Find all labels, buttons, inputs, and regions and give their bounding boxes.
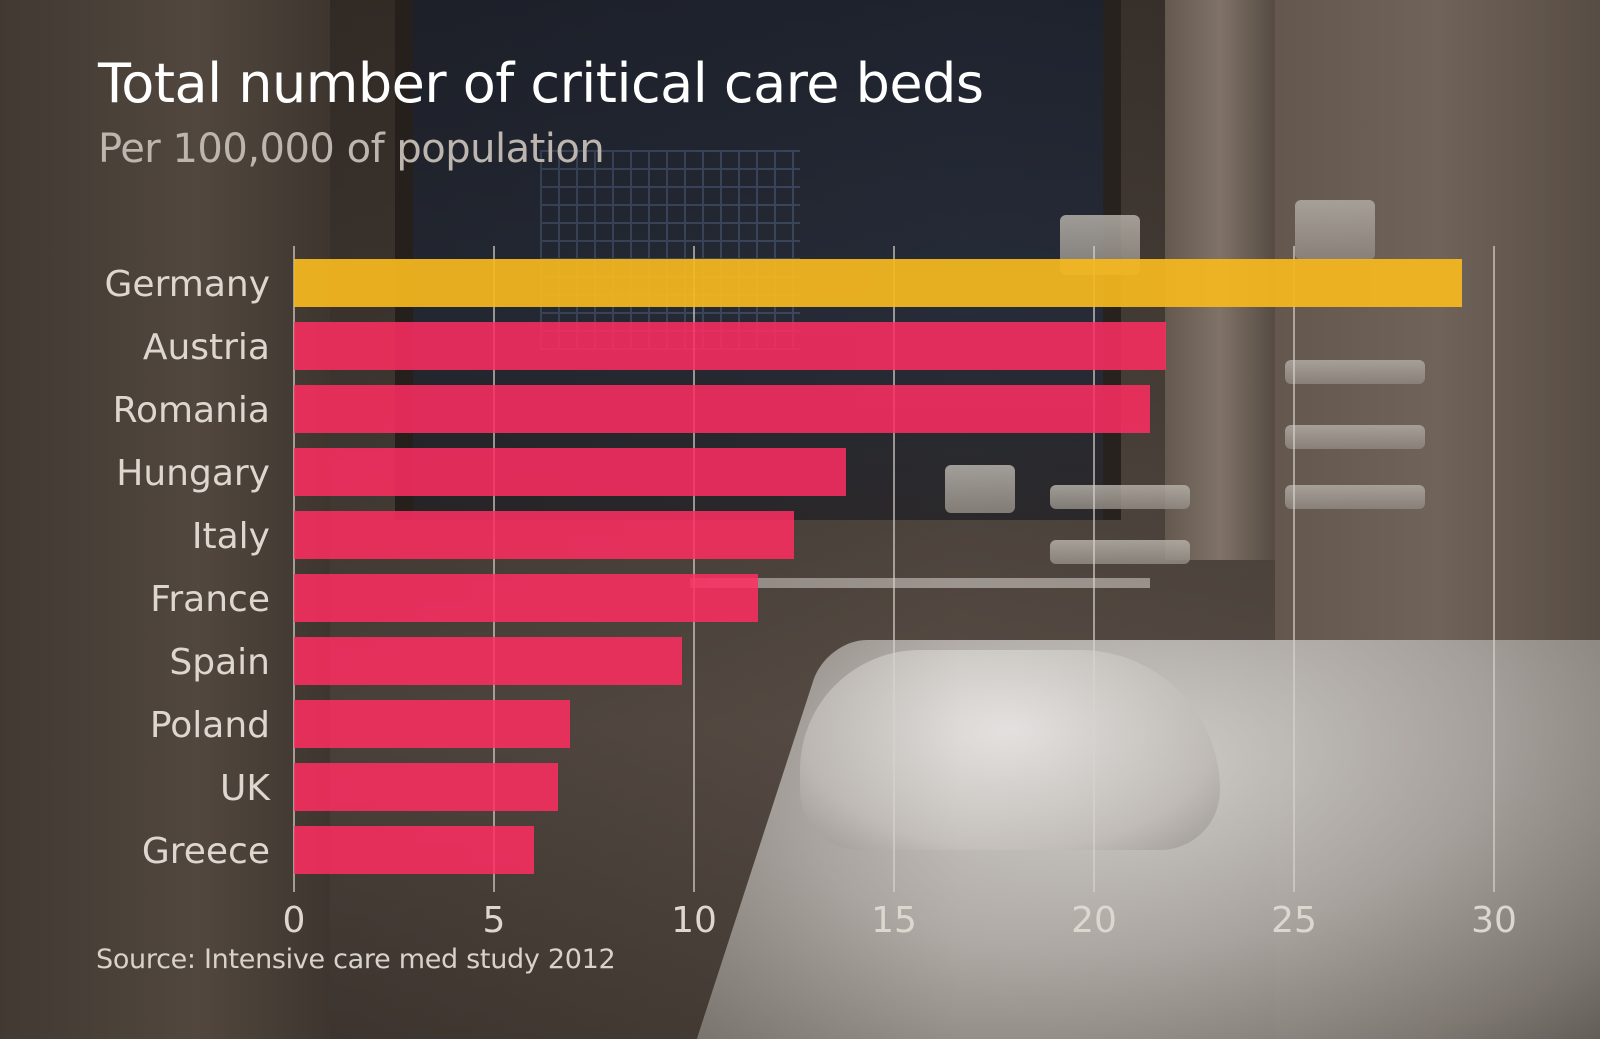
category-label-hungary: Hungary	[116, 453, 270, 494]
category-label-germany: Germany	[105, 264, 270, 305]
category-label-greece: Greece	[142, 831, 270, 872]
x-tick-label: 25	[1271, 900, 1317, 941]
bar-romania	[294, 385, 1150, 433]
bar-poland	[294, 700, 570, 748]
chart-subtitle: Per 100,000 of population	[98, 126, 605, 172]
category-label-italy: Italy	[192, 516, 270, 557]
background-pillow	[800, 650, 1220, 850]
bar-uk	[294, 763, 558, 811]
background-window-grid	[540, 150, 800, 350]
chart-title: Total number of critical care beds	[98, 52, 984, 115]
category-label-poland: Poland	[150, 705, 270, 746]
chart-source: Source: Intensive care med study 2012	[96, 944, 616, 975]
background-wall-left	[0, 0, 330, 1039]
bar-austria	[294, 322, 1166, 370]
background-device	[945, 465, 1015, 513]
x-tick-label: 0	[283, 900, 306, 941]
bar-germany	[294, 259, 1462, 307]
x-tick-label: 10	[671, 900, 717, 941]
bar-hungary	[294, 448, 846, 496]
background-device	[1285, 360, 1425, 384]
background-device	[1050, 485, 1190, 509]
category-label-romania: Romania	[113, 390, 270, 431]
background-device	[1295, 200, 1375, 260]
x-tick-label: 5	[483, 900, 506, 941]
bar-greece	[294, 826, 534, 874]
x-tick-label: 15	[871, 900, 917, 941]
category-label-spain: Spain	[169, 642, 270, 683]
background-device	[1050, 540, 1190, 564]
bar-france	[294, 574, 758, 622]
category-label-austria: Austria	[143, 327, 270, 368]
x-tick-label: 20	[1071, 900, 1117, 941]
category-label-uk: UK	[220, 768, 271, 809]
bar-spain	[294, 637, 682, 685]
x-tick-label: 30	[1471, 900, 1517, 941]
background-device	[1285, 425, 1425, 449]
bar-italy	[294, 511, 794, 559]
background-device	[1285, 485, 1425, 509]
background-bed-rail	[690, 578, 1150, 588]
category-label-france: France	[150, 579, 270, 620]
